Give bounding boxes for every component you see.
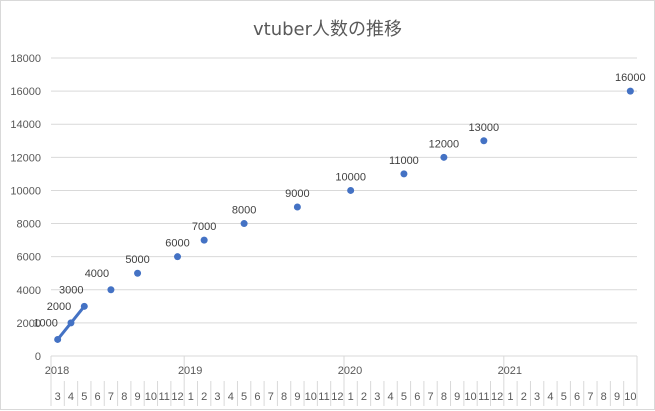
data-label: 5000 (125, 254, 149, 266)
x-month-label: 11 (318, 391, 329, 403)
x-month-label: 3 (55, 391, 61, 403)
x-month-label: 8 (281, 391, 287, 403)
x-month-label: 10 (145, 391, 157, 403)
x-month-label: 11 (478, 391, 489, 403)
data-point-marker (626, 87, 634, 95)
data-point-marker (174, 253, 182, 261)
data-point-marker (440, 153, 448, 161)
y-tick-label: 12000 (10, 152, 41, 164)
x-month-label: 2 (201, 391, 207, 403)
x-month-label: 5 (561, 391, 567, 403)
x-month-label: 12 (331, 391, 343, 403)
data-label: 16000 (615, 72, 646, 84)
y-tick-label: 2000 (17, 318, 41, 330)
x-month-label: 9 (294, 391, 300, 403)
data-label: 9000 (285, 188, 309, 200)
x-month-label: 12 (491, 391, 503, 403)
x-month-label: 4 (228, 391, 234, 403)
series-line (56, 321, 73, 341)
data-label: 8000 (232, 205, 256, 217)
series-line (69, 304, 86, 325)
x-month-label: 1 (348, 391, 354, 403)
y-tick-label: 4000 (17, 285, 41, 297)
x-month-label: 10 (464, 391, 476, 403)
data-point-marker (240, 220, 248, 228)
data-point-marker (80, 302, 88, 310)
data-point-marker (107, 286, 115, 294)
x-month-label: 1 (507, 391, 513, 403)
y-tick-label: 0 (35, 351, 41, 363)
data-point-marker (347, 186, 355, 194)
data-label: 7000 (192, 221, 216, 233)
data-label: 3000 (59, 284, 83, 296)
x-month-label: 11 (158, 391, 169, 403)
x-month-label: 5 (401, 391, 407, 403)
x-month-label: 8 (121, 391, 127, 403)
data-point-marker (67, 319, 75, 327)
x-month-label: 4 (547, 391, 553, 403)
x-month-label: 6 (414, 391, 420, 403)
x-month-label: 8 (441, 391, 447, 403)
y-tick-label: 6000 (17, 252, 41, 264)
data-label: 11000 (389, 155, 419, 167)
x-month-label: 7 (108, 391, 114, 403)
data-label: 4000 (85, 268, 109, 280)
data-label: 12000 (429, 138, 460, 150)
data-point-marker (200, 236, 208, 244)
y-tick-label: 18000 (10, 53, 41, 65)
y-tick-label: 8000 (17, 219, 41, 231)
x-month-label: 1 (188, 391, 194, 403)
x-year-label: 2020 (338, 365, 362, 377)
x-month-label: 7 (587, 391, 593, 403)
y-tick-label: 10000 (10, 185, 41, 197)
data-label: 2000 (47, 301, 71, 313)
data-point-marker (54, 335, 62, 343)
x-month-label: 5 (81, 391, 87, 403)
data-point-marker (480, 137, 488, 145)
data-label: 13000 (469, 122, 500, 134)
x-month-label: 4 (388, 391, 394, 403)
x-month-label: 9 (135, 391, 141, 403)
x-month-label: 10 (305, 391, 317, 403)
x-month-label: 2 (521, 391, 527, 403)
x-month-label: 3 (374, 391, 380, 403)
x-month-label: 6 (254, 391, 260, 403)
x-year-label: 2019 (178, 365, 202, 377)
y-tick-label: 14000 (10, 119, 41, 131)
data-label: 10000 (335, 171, 366, 183)
x-month-label: 6 (95, 391, 101, 403)
x-month-label: 9 (614, 391, 620, 403)
x-month-label: 4 (68, 391, 74, 403)
x-month-label: 7 (428, 391, 434, 403)
data-label: 6000 (165, 238, 189, 250)
x-month-label: 6 (574, 391, 580, 403)
x-month-label: 5 (241, 391, 247, 403)
x-month-label: 2 (361, 391, 367, 403)
data-point-marker (134, 269, 142, 277)
x-year-label: 2021 (498, 365, 522, 377)
x-month-label: 8 (601, 391, 607, 403)
x-month-label: 3 (534, 391, 540, 403)
x-month-label: 12 (171, 391, 183, 403)
x-month-label: 10 (624, 391, 636, 403)
data-point-marker (293, 203, 301, 211)
x-year-label: 2018 (45, 365, 69, 377)
chart-title: vtuber人数の推移 (252, 19, 403, 40)
x-month-label: 9 (454, 391, 460, 403)
x-month-label: 3 (214, 391, 220, 403)
x-month-label: 7 (268, 391, 274, 403)
data-label: 1000 (33, 317, 57, 329)
data-point-marker (400, 170, 408, 178)
y-tick-label: 16000 (10, 86, 41, 98)
